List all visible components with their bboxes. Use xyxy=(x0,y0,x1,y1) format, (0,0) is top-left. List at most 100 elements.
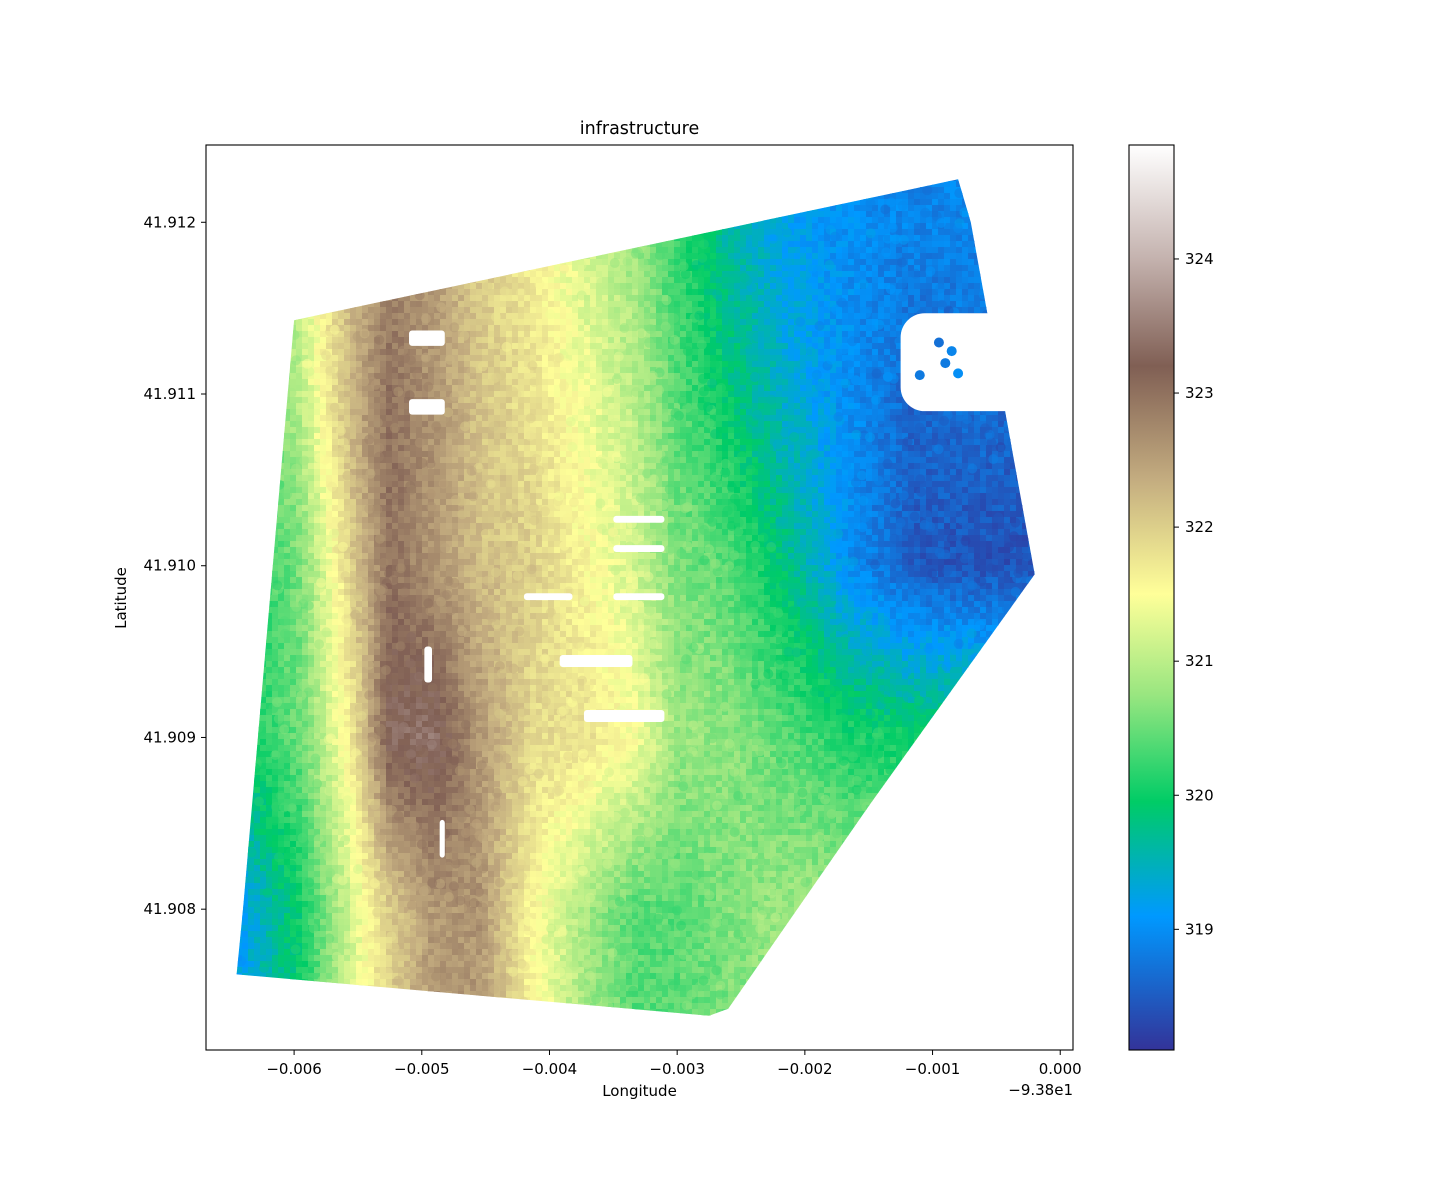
scatter-point xyxy=(585,971,595,981)
scatter-point xyxy=(445,355,455,365)
scatter-point xyxy=(851,430,861,440)
scatter-point xyxy=(354,591,364,601)
scatter-point xyxy=(640,855,650,865)
scatter-point xyxy=(781,704,791,714)
scatter-point xyxy=(325,886,335,896)
scatter-point xyxy=(639,673,649,683)
scatter-point xyxy=(880,694,890,704)
scatter-point xyxy=(491,568,501,578)
scatter-point xyxy=(684,753,694,763)
scatter-point xyxy=(332,952,342,962)
scatter-point xyxy=(577,290,587,300)
scatter-point xyxy=(1010,518,1020,528)
scatter-point xyxy=(917,716,927,726)
scatter-point xyxy=(343,795,353,805)
scatter-point xyxy=(899,490,909,500)
scatter-point xyxy=(678,673,688,683)
scatter-point xyxy=(947,346,957,356)
scatter-point xyxy=(886,284,896,294)
scatter-point xyxy=(357,711,367,721)
scatter-point xyxy=(373,418,383,428)
scatter-point xyxy=(935,283,945,293)
scatter-point xyxy=(489,421,499,431)
scatter-point xyxy=(678,396,688,406)
scatter-point xyxy=(554,353,564,363)
scatter-point xyxy=(367,858,377,868)
scatter-point xyxy=(825,624,835,634)
scatter-point xyxy=(291,602,301,612)
scatter-point xyxy=(279,802,289,812)
scatter-point xyxy=(400,587,410,597)
scatter-point xyxy=(486,479,496,489)
scatter-point xyxy=(580,597,590,607)
scatter-point xyxy=(449,851,459,861)
scatter-point xyxy=(518,776,528,786)
scatter-point xyxy=(444,892,454,902)
scatter-point xyxy=(843,360,853,370)
scatter-point xyxy=(626,584,636,594)
scatter-point xyxy=(516,543,526,553)
scatter-point xyxy=(517,872,527,882)
scatter-point xyxy=(376,724,386,734)
scatter-point xyxy=(735,327,745,337)
scatter-point xyxy=(376,585,386,595)
scatter-point xyxy=(858,522,868,532)
scatter-point xyxy=(314,834,324,844)
scatter-point xyxy=(460,421,470,431)
scatter-point xyxy=(901,667,911,677)
scatter-point xyxy=(699,239,709,249)
scatter-point xyxy=(342,471,352,481)
scatter-point xyxy=(712,289,722,299)
scatter-point xyxy=(458,786,468,796)
scatter-point xyxy=(525,431,535,441)
scatter-point xyxy=(825,684,835,694)
scatter-point xyxy=(350,844,360,854)
scatter-point xyxy=(775,655,785,665)
scatter-point xyxy=(381,665,391,675)
scatter-point xyxy=(374,335,384,345)
scatter-point xyxy=(841,460,851,470)
scatter-point xyxy=(359,376,369,386)
scatter-point xyxy=(535,279,545,289)
scatter-point xyxy=(579,939,589,949)
scatter-point xyxy=(705,756,715,766)
scatter-point xyxy=(487,613,497,623)
scatter-point xyxy=(740,658,750,668)
scatter-point xyxy=(720,468,730,478)
scatter-point xyxy=(534,769,544,779)
scatter-point xyxy=(351,415,361,425)
scatter-point xyxy=(807,450,817,460)
scatter-point xyxy=(657,661,667,671)
scatter-point xyxy=(628,570,638,580)
scatter-point xyxy=(1009,531,1019,541)
scatter-point xyxy=(920,520,930,530)
scatter-point xyxy=(903,692,913,702)
scatter-point xyxy=(418,458,428,468)
scatter-point xyxy=(272,697,282,707)
scatter-point xyxy=(827,809,837,819)
scatter-point xyxy=(795,806,805,816)
scatter-point xyxy=(636,493,646,503)
scatter-point xyxy=(922,185,932,195)
scatter-point xyxy=(542,956,552,966)
scatter-point xyxy=(291,355,301,365)
scatter-point xyxy=(619,323,629,333)
y-axis-label: Latitude xyxy=(112,567,130,629)
scatter-point xyxy=(581,397,591,407)
scatter-point xyxy=(672,905,682,915)
scatter-point xyxy=(796,360,806,370)
scatter-point xyxy=(865,432,875,442)
scatter-point xyxy=(423,382,433,392)
scatter-point xyxy=(858,496,868,506)
scatter-point xyxy=(752,774,762,784)
scatter-point xyxy=(610,319,620,329)
scatter-point xyxy=(886,197,896,207)
scatter-point xyxy=(681,654,691,664)
scatter-point xyxy=(502,727,512,737)
scatter-point xyxy=(336,426,346,436)
scatter-point xyxy=(578,866,588,876)
scatter-point xyxy=(597,524,607,534)
scatter-point xyxy=(954,639,964,649)
y-tick-label: 41.911 xyxy=(144,385,197,403)
scatter-point xyxy=(379,558,389,568)
